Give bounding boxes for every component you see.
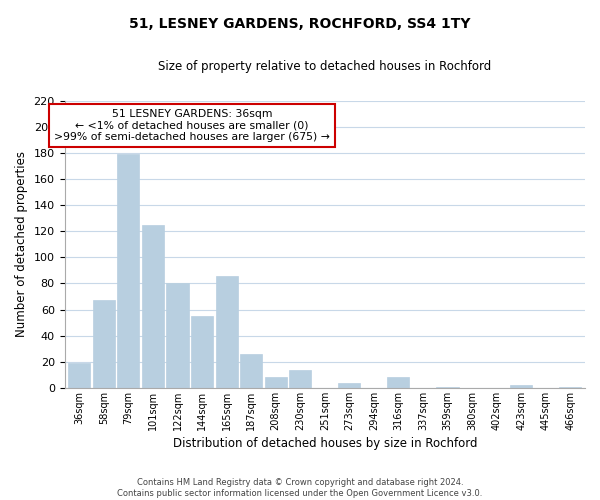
Bar — [166, 284, 188, 388]
Bar — [388, 378, 409, 388]
Bar — [289, 370, 311, 388]
Bar — [215, 276, 238, 388]
Bar — [93, 300, 115, 388]
Text: 51 LESNEY GARDENS: 36sqm
← <1% of detached houses are smaller (0)
>99% of semi-d: 51 LESNEY GARDENS: 36sqm ← <1% of detach… — [54, 109, 330, 142]
X-axis label: Distribution of detached houses by size in Rochford: Distribution of detached houses by size … — [173, 437, 477, 450]
Bar — [240, 354, 262, 388]
Text: Contains HM Land Registry data © Crown copyright and database right 2024.
Contai: Contains HM Land Registry data © Crown c… — [118, 478, 482, 498]
Bar — [265, 378, 287, 388]
Text: 51, LESNEY GARDENS, ROCHFORD, SS4 1TY: 51, LESNEY GARDENS, ROCHFORD, SS4 1TY — [129, 18, 471, 32]
Bar — [191, 316, 213, 388]
Title: Size of property relative to detached houses in Rochford: Size of property relative to detached ho… — [158, 60, 491, 73]
Bar — [338, 382, 361, 388]
Bar — [118, 154, 139, 388]
Bar — [510, 386, 532, 388]
Bar — [559, 386, 581, 388]
Bar — [436, 386, 458, 388]
Y-axis label: Number of detached properties: Number of detached properties — [15, 151, 28, 337]
Bar — [68, 363, 91, 388]
Bar — [142, 224, 164, 388]
